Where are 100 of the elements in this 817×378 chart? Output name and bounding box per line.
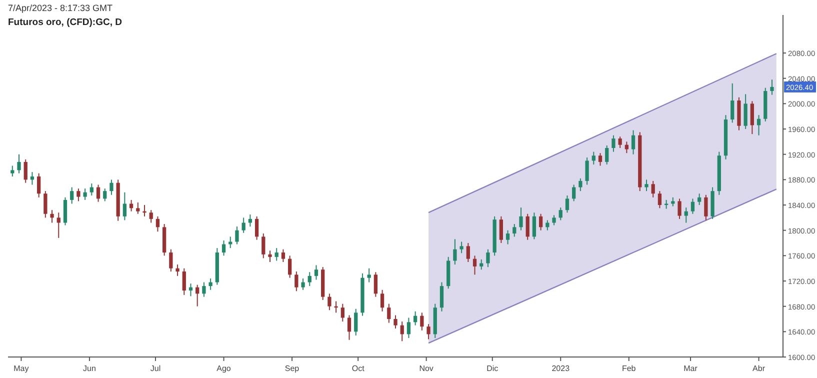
candlestick bbox=[414, 310, 418, 326]
candlestick bbox=[698, 193, 702, 206]
candlestick bbox=[242, 217, 246, 234]
candlestick bbox=[149, 210, 153, 224]
candlestick bbox=[24, 158, 28, 184]
candlestick bbox=[228, 236, 232, 249]
candlestick bbox=[96, 184, 100, 202]
candlestick bbox=[169, 248, 173, 272]
candlestick bbox=[268, 250, 272, 262]
candlestick bbox=[612, 134, 616, 152]
candlestick bbox=[572, 184, 576, 202]
candlestick bbox=[565, 195, 570, 214]
candlestick bbox=[506, 230, 510, 245]
candlestick bbox=[156, 216, 160, 232]
candlestick bbox=[532, 212, 536, 240]
candlestick bbox=[136, 202, 140, 214]
candlestick bbox=[744, 94, 748, 130]
candlestick bbox=[690, 198, 695, 214]
candlestick bbox=[76, 188, 80, 202]
candlestick bbox=[374, 272, 378, 298]
candlestick bbox=[730, 82, 734, 124]
candlestick bbox=[347, 314, 352, 340]
candlestick bbox=[50, 210, 54, 224]
candlestick bbox=[262, 233, 266, 259]
candlestick bbox=[10, 165, 14, 177]
candlestick bbox=[196, 284, 200, 307]
candlestick bbox=[30, 172, 34, 186]
candlestick bbox=[235, 226, 239, 245]
candlestick bbox=[122, 192, 127, 221]
candlestick bbox=[367, 268, 371, 283]
x-tick-label: Jul bbox=[150, 364, 161, 373]
candlestick bbox=[70, 186, 74, 204]
candlestick bbox=[129, 199, 134, 212]
candlestick bbox=[274, 248, 278, 262]
candlestick bbox=[460, 241, 464, 254]
candlestick bbox=[750, 100, 754, 135]
candlestick bbox=[472, 255, 477, 276]
text: 7/Apr/2023 - 8:17:33 GMT bbox=[8, 3, 114, 13]
candlestick bbox=[552, 214, 556, 226]
candlestick bbox=[208, 278, 212, 290]
x-tick-label: Sep bbox=[284, 364, 300, 373]
candlestick bbox=[466, 242, 470, 262]
candlestick bbox=[770, 79, 774, 96]
candlestick bbox=[618, 136, 622, 148]
candlestick bbox=[426, 324, 430, 340]
candlestick bbox=[380, 289, 384, 312]
candlestick bbox=[406, 317, 411, 338]
candlestick bbox=[394, 314, 398, 329]
candlestick bbox=[651, 180, 655, 198]
x-tick-label: Mar bbox=[684, 364, 698, 373]
x-tick-label: Nov bbox=[419, 364, 434, 373]
x-tick-label: Oct bbox=[352, 364, 366, 373]
candlestick bbox=[56, 212, 60, 238]
candlestick bbox=[678, 198, 682, 220]
candlestick bbox=[63, 196, 68, 226]
x-tick-label: 2023 bbox=[552, 364, 570, 373]
candlestick bbox=[17, 154, 21, 174]
x-tick-label: May bbox=[14, 364, 29, 373]
candlestick bbox=[684, 207, 688, 224]
candlestick bbox=[526, 213, 530, 240]
candlestick bbox=[558, 207, 562, 221]
candlestick bbox=[301, 278, 305, 290]
candlestick bbox=[420, 312, 424, 331]
chart-title: Futuros oro, (CFD):GC, D bbox=[8, 17, 122, 28]
candlestick bbox=[37, 172, 41, 198]
x-tick-label: Ago bbox=[216, 364, 232, 373]
candlestick bbox=[182, 268, 186, 296]
candlestick bbox=[222, 240, 226, 256]
x-tick-label: Feb bbox=[622, 364, 636, 373]
candlestick bbox=[387, 303, 391, 324]
candlestick bbox=[110, 179, 114, 196]
x-tick-label: Jun bbox=[83, 364, 96, 373]
candlestick bbox=[480, 258, 484, 270]
candlestick bbox=[202, 282, 206, 298]
candlestick bbox=[453, 238, 457, 266]
candlestick bbox=[512, 224, 516, 238]
candlestick bbox=[308, 272, 312, 287]
candlestick bbox=[188, 283, 193, 297]
candlestick bbox=[440, 282, 444, 312]
candlestick bbox=[624, 141, 628, 154]
candlestick bbox=[254, 216, 259, 240]
candlestick bbox=[585, 157, 589, 186]
candlestick bbox=[644, 179, 648, 192]
x-tick-label: Dic bbox=[486, 364, 498, 373]
x-tick-label: Abr bbox=[752, 364, 766, 373]
candlestick bbox=[592, 151, 596, 165]
candlestick bbox=[631, 130, 636, 155]
candlestick bbox=[314, 264, 318, 280]
candlestick bbox=[486, 248, 490, 268]
candlestick bbox=[538, 213, 543, 231]
candlestick bbox=[44, 190, 48, 218]
candlestick bbox=[578, 178, 582, 192]
candlestick bbox=[294, 271, 298, 292]
candlestick bbox=[519, 207, 523, 231]
candlestick bbox=[605, 144, 609, 165]
candlestick bbox=[176, 264, 180, 276]
candlestick bbox=[658, 190, 662, 209]
candlestick bbox=[103, 188, 107, 202]
candlestick bbox=[704, 194, 708, 221]
candlestick bbox=[598, 152, 602, 166]
